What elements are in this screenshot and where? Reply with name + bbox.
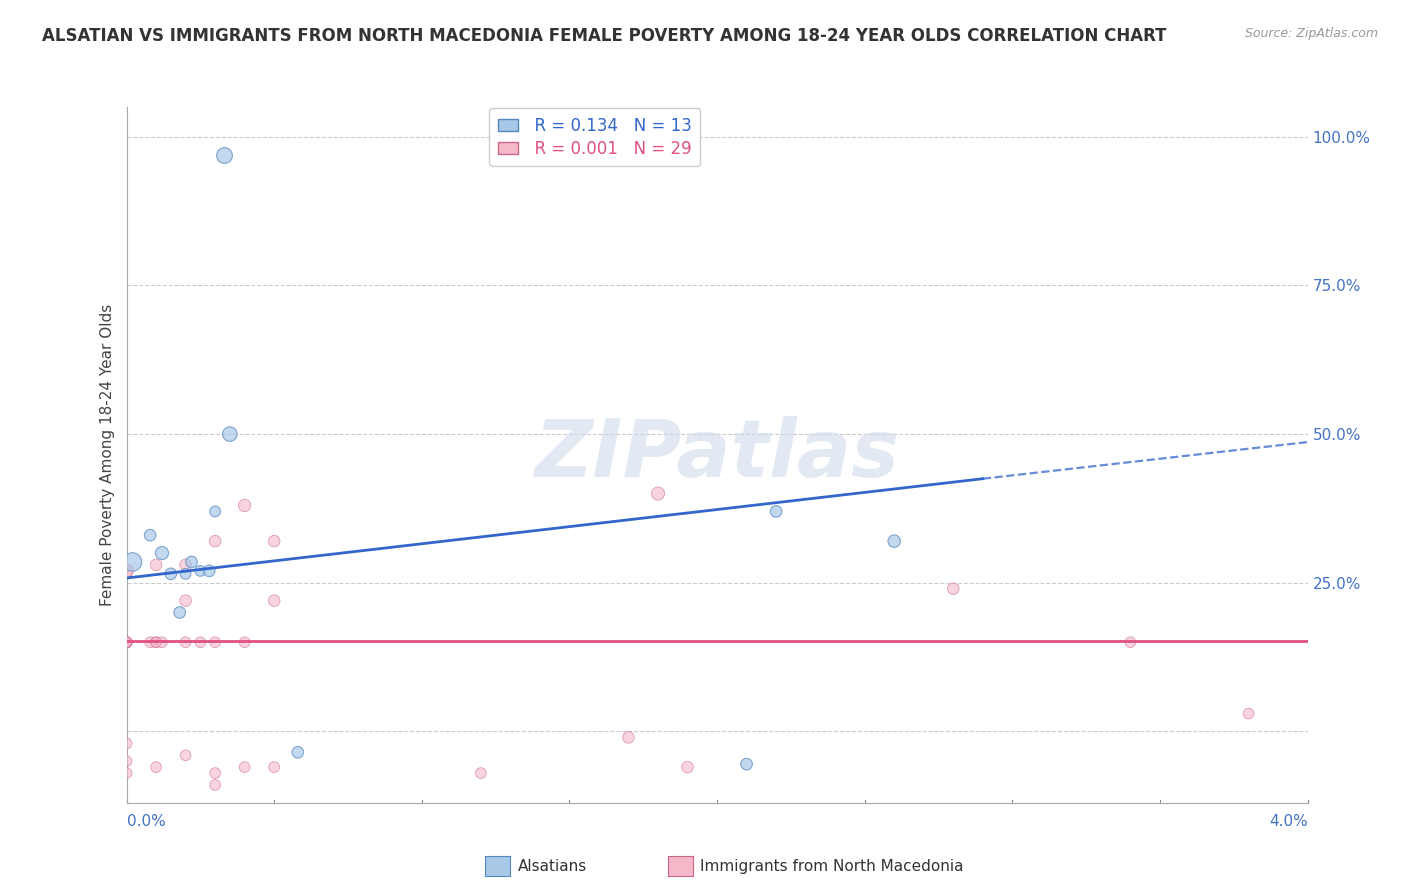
Point: [219, 427, 242, 442]
Point: [115, 635, 138, 649]
Point: [263, 534, 285, 549]
Point: [204, 635, 226, 649]
Point: [115, 754, 138, 768]
Point: [115, 635, 138, 649]
Point: [233, 760, 256, 774]
Point: [115, 766, 138, 780]
Y-axis label: Female Poverty Among 18-24 Year Olds: Female Poverty Among 18-24 Year Olds: [100, 304, 115, 606]
Point: [263, 760, 285, 774]
Point: [115, 564, 138, 578]
Legend:   R = 0.134   N = 13,   R = 0.001   N = 29: R = 0.134 N = 13, R = 0.001 N = 29: [489, 109, 700, 166]
Text: Alsatians: Alsatians: [517, 859, 586, 873]
Point: [263, 593, 285, 607]
Point: [115, 564, 138, 578]
Point: [115, 736, 138, 750]
Text: 0.0%: 0.0%: [127, 814, 166, 829]
Point: [470, 766, 492, 780]
Point: [139, 635, 162, 649]
Point: [1119, 635, 1142, 649]
Point: [174, 635, 197, 649]
Point: [174, 566, 197, 581]
Text: Source: ZipAtlas.com: Source: ZipAtlas.com: [1244, 27, 1378, 40]
Point: [139, 528, 162, 542]
Point: [233, 635, 256, 649]
Text: ZIPatlas: ZIPatlas: [534, 416, 900, 494]
Point: [204, 766, 226, 780]
Point: [150, 635, 173, 649]
Point: [180, 555, 202, 569]
Point: [169, 606, 191, 620]
Point: [150, 546, 173, 560]
Point: [115, 635, 138, 649]
Point: [212, 147, 235, 161]
Point: [145, 558, 167, 572]
Point: [115, 635, 138, 649]
Point: [174, 593, 197, 607]
Point: [115, 635, 138, 649]
Point: [287, 745, 309, 759]
Point: [115, 635, 138, 649]
Point: [145, 760, 167, 774]
Text: Immigrants from North Macedonia: Immigrants from North Macedonia: [700, 859, 963, 873]
Point: [1237, 706, 1260, 721]
Point: [174, 558, 197, 572]
Point: [145, 635, 167, 649]
Point: [204, 778, 226, 792]
Point: [765, 504, 787, 518]
Point: [735, 757, 758, 772]
Text: 4.0%: 4.0%: [1268, 814, 1308, 829]
Point: [204, 504, 226, 518]
Point: [233, 499, 256, 513]
Point: [145, 635, 167, 649]
Point: [647, 486, 669, 500]
Point: [115, 635, 138, 649]
Text: ALSATIAN VS IMMIGRANTS FROM NORTH MACEDONIA FEMALE POVERTY AMONG 18-24 YEAR OLDS: ALSATIAN VS IMMIGRANTS FROM NORTH MACEDO…: [42, 27, 1167, 45]
Point: [617, 731, 640, 745]
Point: [188, 564, 211, 578]
Point: [883, 534, 905, 549]
Point: [115, 635, 138, 649]
Point: [942, 582, 965, 596]
Point: [204, 534, 226, 549]
Point: [160, 566, 183, 581]
Point: [121, 555, 143, 569]
Point: [174, 748, 197, 763]
Point: [188, 635, 211, 649]
Point: [676, 760, 699, 774]
Point: [198, 564, 221, 578]
